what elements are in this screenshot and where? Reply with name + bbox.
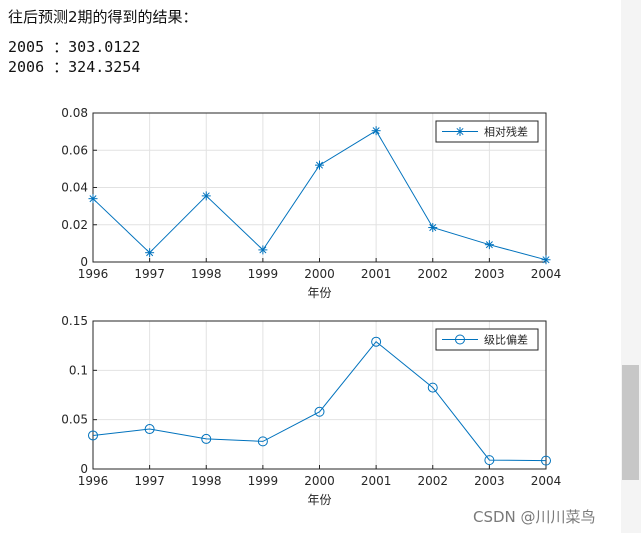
x-tick-label: 2001 <box>361 474 392 488</box>
x-tick-label: 1997 <box>134 267 165 281</box>
data-point-2001 <box>371 126 381 136</box>
x-tick-label: 1998 <box>191 267 222 281</box>
data-point-1996-stroke-3 <box>89 195 97 203</box>
data-point-1999 <box>257 436 268 447</box>
forecast-line-2005: 2005 ：303.0122 <box>8 38 141 56</box>
data-point-1996 <box>88 194 98 204</box>
data-point-2003 <box>484 455 495 466</box>
x-tick-label: 1996 <box>78 267 109 281</box>
y-tick-label: 0.05 <box>61 413 88 427</box>
forecast-line-2006: 2006 ：324.3254 <box>8 58 141 76</box>
watermark: CSDN @川川菜鸟 <box>473 508 596 526</box>
x-axis-label: 年份 <box>307 493 331 507</box>
x-tick-label: 2002 <box>417 474 448 488</box>
data-point-1999 <box>258 245 268 255</box>
y-tick-label: 0.15 <box>61 314 88 328</box>
x-tick-label: 2001 <box>361 267 392 281</box>
data-point-2003 <box>484 240 494 250</box>
data-point-1997 <box>144 424 155 435</box>
y-tick-label: 0.04 <box>61 181 88 195</box>
x-tick-label: 2003 <box>474 267 505 281</box>
data-point-1999-stroke-3 <box>259 246 267 254</box>
data-point-1997-stroke-3 <box>146 249 154 257</box>
y-tick-label: 0 <box>80 255 88 269</box>
x-tick-label: 1996 <box>78 474 109 488</box>
x-tick-label: 2002 <box>417 267 448 281</box>
y-tick-label: 0.08 <box>61 106 88 120</box>
y-tick-label: 0.1 <box>69 363 88 377</box>
data-point-2000-stroke-3 <box>315 161 324 169</box>
legend-box <box>435 120 539 143</box>
x-tick-label: 2004 <box>531 474 562 488</box>
data-point-2002 <box>427 382 438 393</box>
x-tick-label: 2003 <box>474 474 505 488</box>
series-line-1 <box>92 340 547 462</box>
data-point-1998 <box>201 433 212 444</box>
x-tick-label: 2004 <box>531 267 562 281</box>
data-point-1998-stroke-3 <box>202 192 210 200</box>
data-point-1998 <box>201 191 211 201</box>
legend-marker <box>455 334 465 345</box>
data-point-1996 <box>88 430 98 441</box>
legend-marker-stroke-3 <box>456 127 464 136</box>
legend-label: 级比偏差 <box>484 333 528 347</box>
data-point-2004 <box>541 255 551 265</box>
x-tick-label: 2000 <box>304 474 335 488</box>
data-point-2000 <box>314 406 325 417</box>
data-point-2003-stroke-3 <box>485 241 493 249</box>
data-point-2002-stroke-3 <box>429 224 437 232</box>
scrollbar-thumb[interactable] <box>622 365 639 480</box>
x-tick-label: 2000 <box>304 267 335 281</box>
y-tick-label: 0.02 <box>61 218 88 232</box>
intro-text: 往后预测2期的得到的结果： <box>8 8 198 26</box>
legend: 级比偏差 <box>435 328 539 351</box>
x-tick-label: 1998 <box>191 474 222 488</box>
data-point-2004-stroke-3 <box>542 256 550 264</box>
legend-label: 相对残差 <box>484 125 528 139</box>
data-point-2000 <box>315 160 324 170</box>
data-point-2002 <box>428 223 438 233</box>
legend: 相对残差 <box>435 120 539 143</box>
y-tick-label: 0.06 <box>61 143 88 157</box>
x-axis-label: 年份 <box>307 286 331 300</box>
data-point-2001-stroke-3 <box>372 127 380 135</box>
chart-2: 1996 1997 1998 1999 2000 2001 2002 2003 2004 0 0.0… <box>61 314 561 507</box>
x-tick-label: 1997 <box>134 474 165 488</box>
y-tick-label: 0 <box>80 462 88 476</box>
x-tick-label: 1999 <box>248 474 279 488</box>
legend-box <box>435 328 539 351</box>
data-point-2001 <box>371 336 382 347</box>
data-point-1997 <box>145 248 155 258</box>
legend-marker <box>455 127 465 136</box>
x-tick-label: 1999 <box>248 267 279 281</box>
chart-1: 1996 1997 1998 1999 2000 2001 2002 2003 2004 0 0.0… <box>61 106 561 300</box>
data-point-2004 <box>541 455 551 466</box>
